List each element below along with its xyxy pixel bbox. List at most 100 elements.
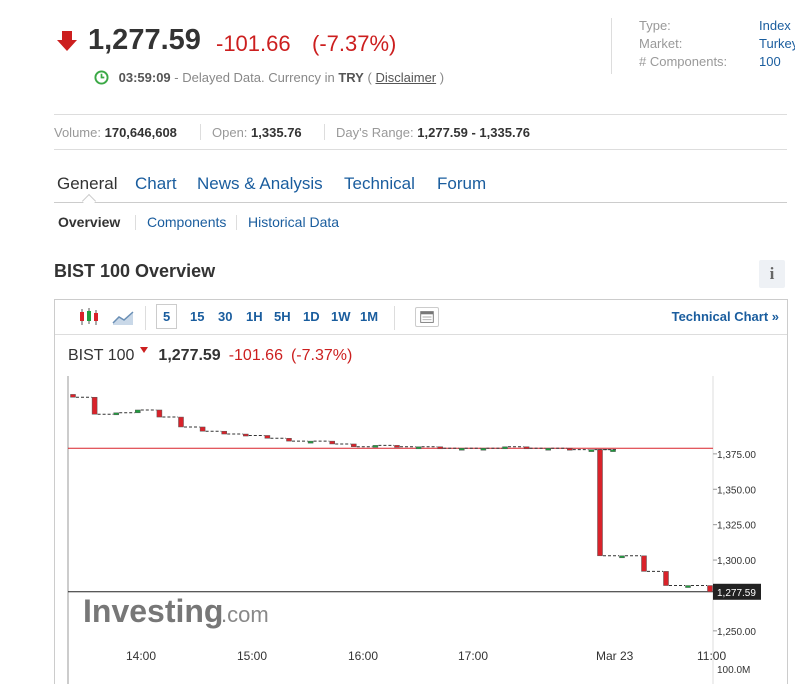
x-tick-label: 16:00 bbox=[348, 649, 378, 663]
candle bbox=[243, 433, 249, 437]
open-value: 1,335.76 bbox=[251, 125, 302, 140]
divider bbox=[145, 306, 146, 330]
candle bbox=[663, 571, 669, 586]
tab-general[interactable]: General bbox=[57, 174, 118, 193]
quote-time: 03:59:09 bbox=[118, 70, 171, 85]
calendar-icon[interactable] bbox=[415, 307, 439, 327]
x-tick-label: 15:00 bbox=[237, 649, 267, 663]
chart-toolbar: 5 15 30 1H 5H 1D 1W 1M Technical Chart » bbox=[55, 300, 787, 335]
volume-label: Volume: bbox=[54, 125, 101, 140]
delay-notice: 03:59:09 - Delayed Data. Currency in TRY… bbox=[94, 70, 444, 85]
candle bbox=[264, 435, 271, 439]
timeframe-30[interactable]: 30 bbox=[218, 309, 233, 324]
info-row-market: Market: Turkey bbox=[625, 36, 795, 54]
timeframe-1m[interactable]: 1M bbox=[360, 309, 379, 324]
open-stat: Open: 1,335.76 bbox=[212, 125, 302, 140]
candle bbox=[588, 449, 595, 452]
candle bbox=[307, 440, 314, 444]
y-tick-label: 1,250.00 bbox=[717, 627, 756, 638]
timeframe-5h[interactable]: 5H bbox=[274, 309, 291, 324]
range-value: 1,277.59 - 1,335.76 bbox=[417, 125, 531, 140]
x-tick-label: 17:00 bbox=[458, 649, 488, 663]
chart-change: -101.66 bbox=[228, 347, 283, 364]
info-icon[interactable]: i bbox=[759, 260, 785, 288]
watermark-logo: Investing bbox=[83, 593, 223, 629]
currency: TRY bbox=[338, 70, 364, 85]
y-tick-label: 1,350.00 bbox=[717, 485, 756, 496]
candle bbox=[459, 447, 465, 451]
candle bbox=[480, 447, 487, 451]
divider bbox=[135, 215, 136, 230]
candle bbox=[221, 430, 227, 435]
page-title: BIST 100 Overview bbox=[54, 261, 216, 281]
info-label: Type: bbox=[639, 18, 671, 33]
candle bbox=[178, 416, 184, 428]
area-chart-icon[interactable] bbox=[111, 307, 135, 327]
market-link[interactable]: Turkey bbox=[759, 36, 795, 51]
tab-technical[interactable]: Technical bbox=[344, 174, 415, 193]
paren-close: ) bbox=[439, 70, 445, 85]
info-value: Index bbox=[759, 18, 791, 33]
candle bbox=[523, 446, 530, 450]
info-label: Market: bbox=[639, 36, 683, 51]
down-arrow-icon bbox=[57, 31, 77, 51]
price-change: -101.66 bbox=[216, 31, 291, 56]
candle bbox=[329, 440, 335, 445]
price-change-percent: (-7.37%) bbox=[312, 31, 397, 56]
candle bbox=[685, 585, 691, 588]
timeframe-15[interactable]: 15 bbox=[190, 309, 205, 324]
tab-chart[interactable]: Chart bbox=[135, 174, 177, 193]
y-tick-label: 1,300.00 bbox=[717, 556, 756, 567]
candle bbox=[567, 447, 573, 451]
tab-forum[interactable]: Forum bbox=[437, 174, 487, 193]
candle bbox=[372, 445, 379, 448]
technical-chart-link[interactable]: Technical Chart » bbox=[671, 309, 779, 324]
price-marker-label: 1,277.59 bbox=[717, 588, 756, 599]
main-tabs: General Chart News & Analysis Technical … bbox=[54, 170, 787, 209]
disclaimer-link[interactable]: Disclaimer bbox=[375, 70, 437, 85]
chart-legend: BIST 100 1,277.59 -101.66 (-7.37%) bbox=[68, 347, 352, 365]
volume-stat: Volume: 170,646,608 bbox=[54, 125, 177, 140]
candle bbox=[135, 409, 141, 414]
candle bbox=[113, 412, 119, 416]
timeframe-1w[interactable]: 1W bbox=[331, 309, 351, 324]
candle bbox=[545, 447, 551, 451]
watermark-logo-suffix: .com bbox=[221, 602, 269, 627]
volume-value: 170,646,608 bbox=[104, 125, 177, 140]
price-chart[interactable]: Investing.com 1,375.00 1,350.00 1,325.00 1,3… bbox=[55, 300, 787, 684]
candle bbox=[707, 585, 713, 593]
candle bbox=[619, 555, 625, 559]
price-marker-box bbox=[713, 583, 761, 600]
down-marker-icon bbox=[140, 347, 149, 353]
stats-bar: Volume: 170,646,608 Open: 1,335.76 Day's… bbox=[54, 114, 787, 150]
divider bbox=[200, 124, 201, 140]
range-label: Day's Range: bbox=[336, 125, 414, 140]
chart-instrument-name: BIST 100 bbox=[68, 347, 135, 364]
subtab-components[interactable]: Components bbox=[147, 214, 227, 230]
divider bbox=[324, 124, 325, 140]
timeframe-5[interactable]: 5 bbox=[156, 304, 178, 329]
components-count-link[interactable]: 100 bbox=[759, 54, 781, 69]
subtab-historical-data[interactable]: Historical Data bbox=[248, 214, 340, 230]
info-label: # Components: bbox=[639, 54, 728, 69]
chart-last-price: 1,277.59 bbox=[158, 347, 221, 364]
y-tick-label: 1,325.00 bbox=[717, 521, 756, 532]
timeframe-1d[interactable]: 1D bbox=[303, 309, 320, 324]
candle bbox=[91, 396, 98, 415]
tab-news-analysis[interactable]: News & Analysis bbox=[197, 174, 323, 193]
candle bbox=[156, 409, 163, 418]
candle bbox=[394, 445, 400, 448]
open-label: Open: bbox=[212, 125, 248, 140]
candle bbox=[70, 394, 76, 398]
divider bbox=[236, 215, 237, 230]
chart-panel: 5 15 30 1H 5H 1D 1W 1M Technical Chart »… bbox=[54, 299, 788, 684]
divider bbox=[394, 306, 395, 330]
y-tick-label: 1,375.00 bbox=[717, 450, 756, 461]
candle bbox=[641, 555, 647, 572]
chart-change-percent: (-7.37%) bbox=[290, 347, 353, 364]
instrument-info: Type: Index Market: Turkey # Components:… bbox=[611, 18, 795, 74]
subtab-overview[interactable]: Overview bbox=[58, 214, 121, 230]
candle bbox=[502, 446, 508, 450]
timeframe-1h[interactable]: 1H bbox=[246, 309, 263, 324]
candlestick-icon[interactable] bbox=[77, 307, 101, 327]
